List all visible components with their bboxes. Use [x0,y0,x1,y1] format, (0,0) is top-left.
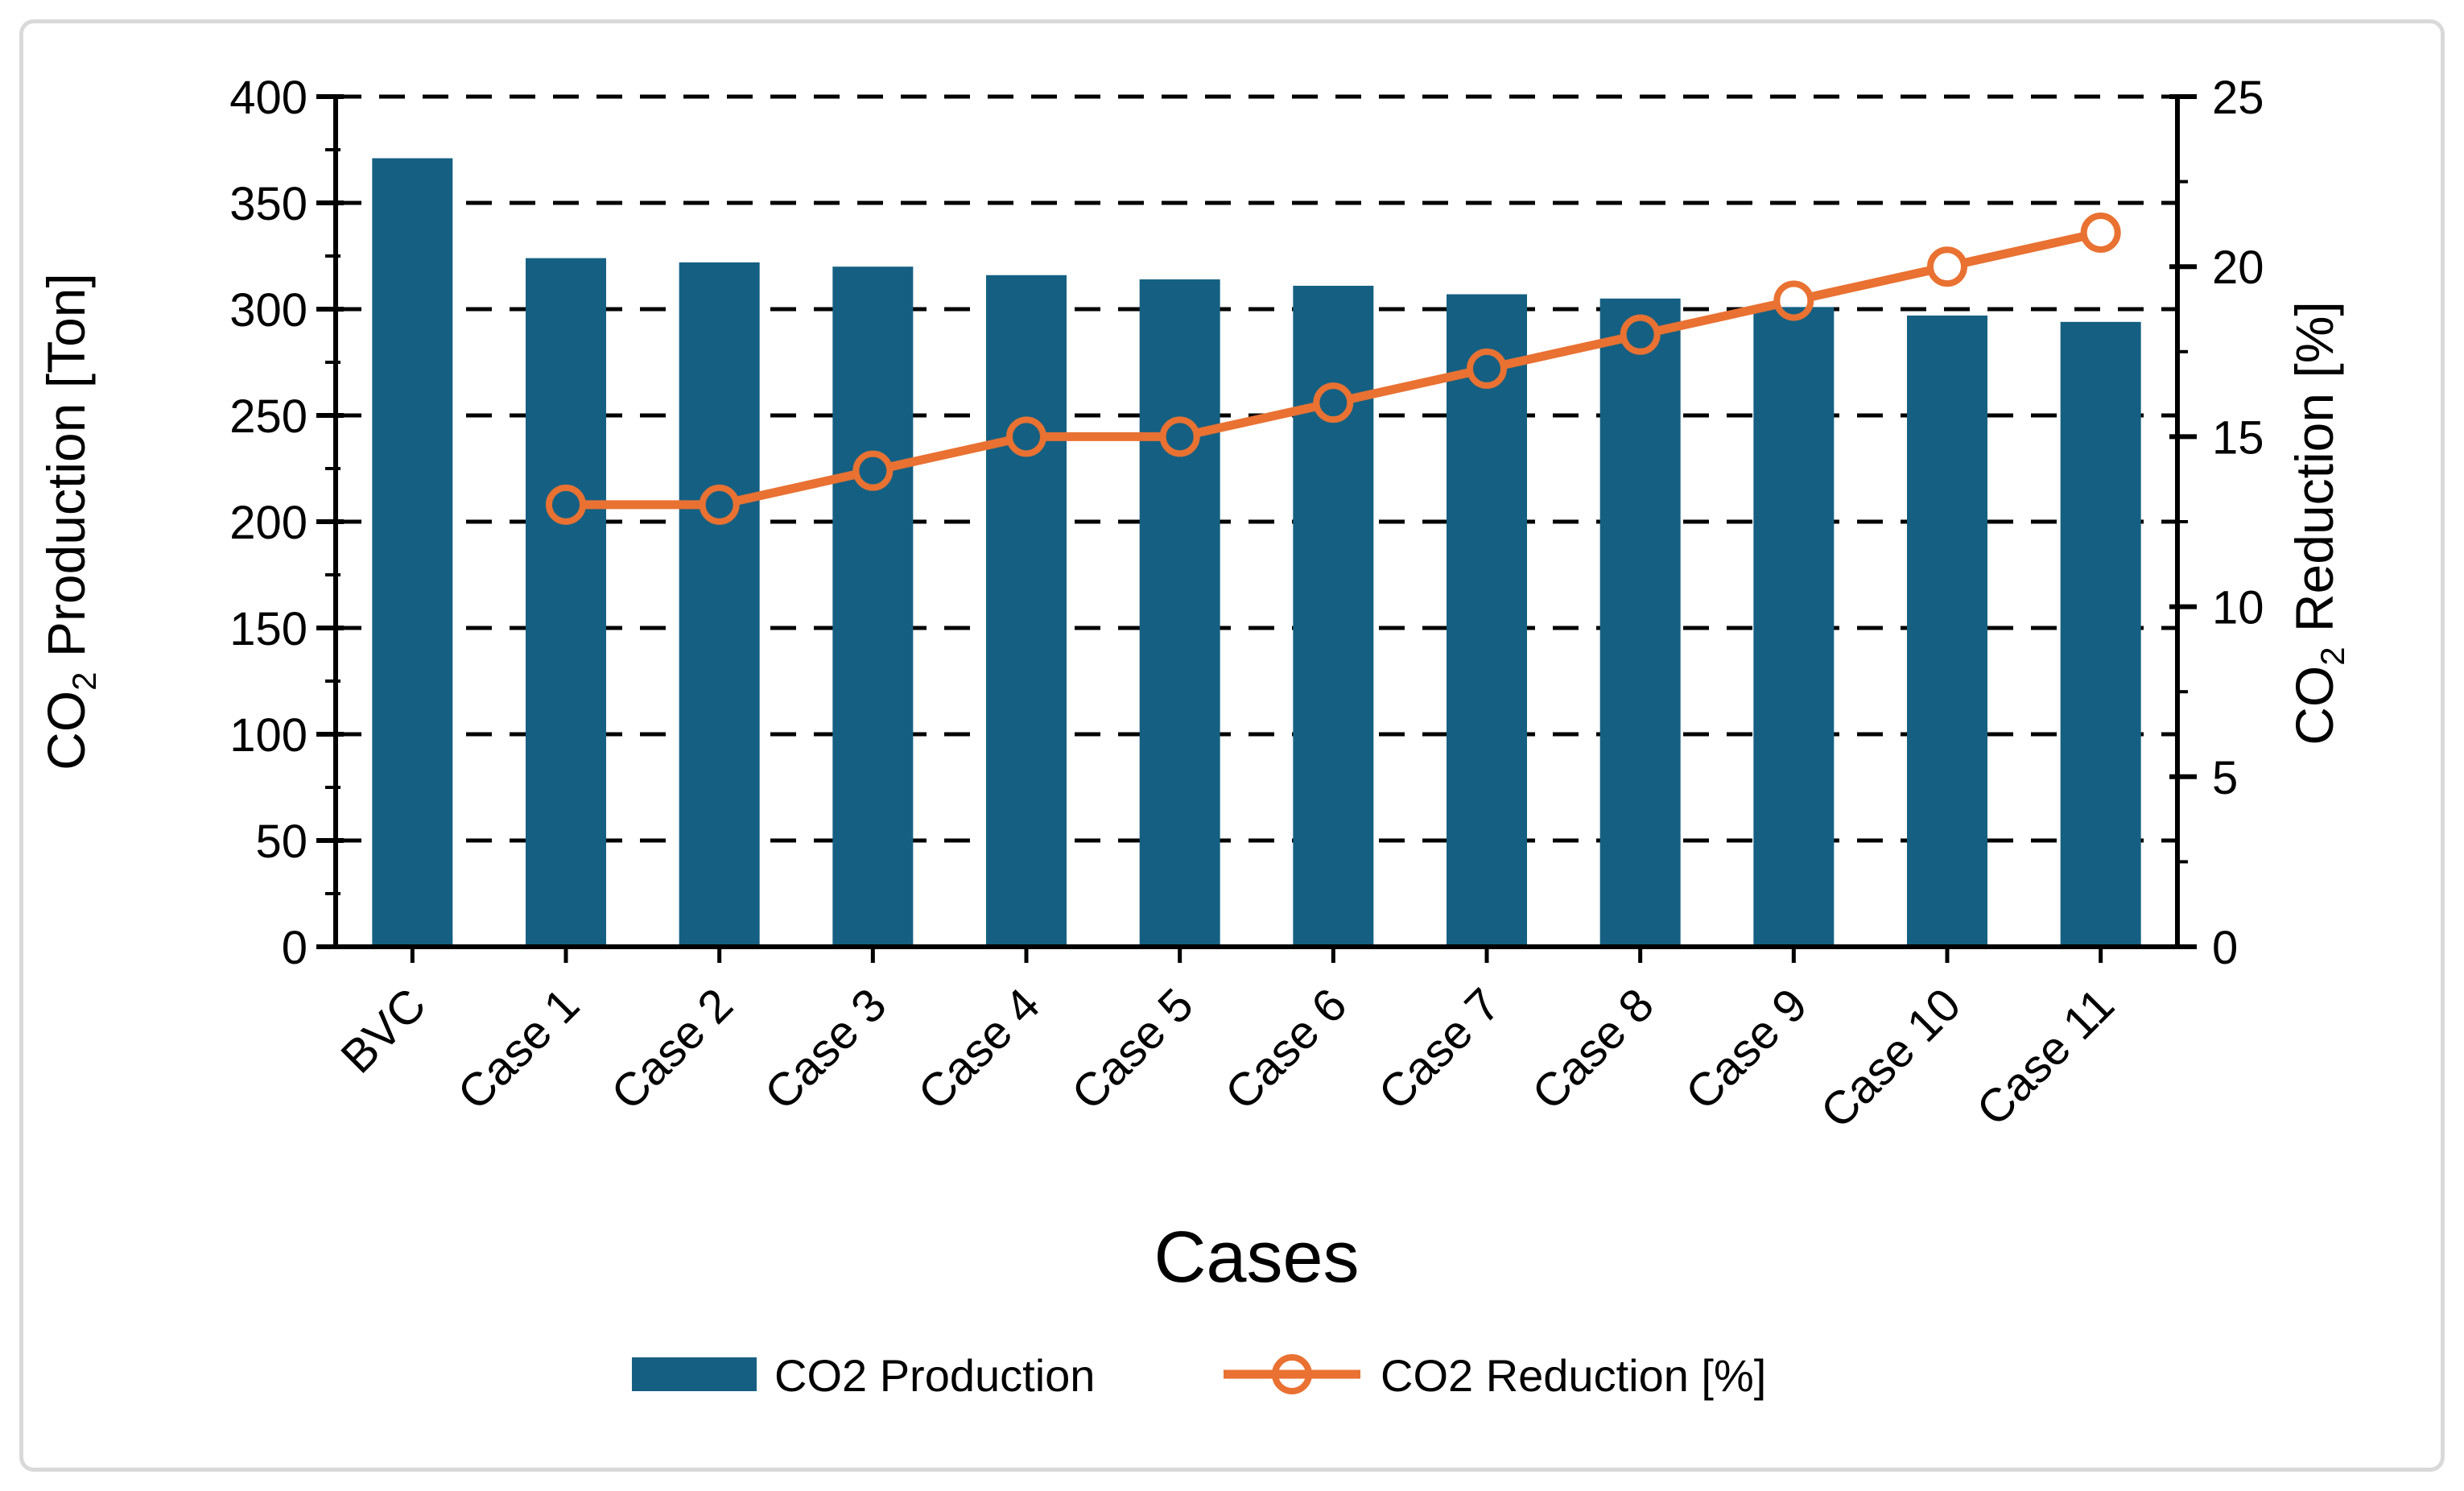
legend: CO2 Production CO2 Reduction [%] [632,1350,1766,1401]
reduction-line-segment [1655,299,1779,336]
left-axis-tick-label: 150 [229,603,307,655]
right-axis-tick-label: 5 [2212,752,2238,804]
legend-bar-label: CO2 Production [774,1350,1095,1401]
right-axis-tick-labels: 0 5 10 15 20 25 [2212,72,2264,974]
reduction-marker [1006,416,1046,457]
x-category-label: Case 6 [1215,978,1357,1120]
reduction-line-segment [734,469,858,506]
reduction-marker [546,484,586,525]
bar-case-9 [1753,307,1835,947]
x-category-label: Case 1 [448,978,589,1120]
x-category-label: BVC [331,978,435,1083]
bar-case-11 [2060,321,2141,948]
bar-case-1 [526,258,606,947]
x-category-label: Case 3 [755,978,897,1120]
right-axis-tick-label: 10 [2212,582,2264,634]
right-axis-tick-label: 20 [2212,242,2264,294]
left-axis-tick-label: 100 [229,709,307,762]
left-axis-tick-label: 400 [229,72,307,124]
bar-case-5 [1139,279,1220,947]
bar-case-8 [1599,298,1681,947]
left-axis-tick-label: 0 [282,922,307,974]
bar-case-7 [1447,294,1527,947]
bar-bvc [372,158,453,947]
production-bars [372,158,2141,948]
x-category-label: Case 9 [1676,978,1818,1120]
left-axis-title: CO2 Production [Ton] [36,273,103,770]
reduction-marker [1773,280,1814,321]
reduction-marker [1927,246,1967,287]
reduction-line-segment [1195,402,1319,438]
axes [316,94,2197,963]
x-category-label: Case 10 [1810,978,1971,1138]
reduction-marker [852,450,894,491]
gridlines [336,94,2177,843]
right-axis-title: CO2 Reduction [%] [2284,301,2351,746]
legend-bar-swatch [632,1357,757,1391]
x-category-label: Case 7 [1368,978,1510,1120]
reduction-marker [699,484,740,525]
left-axis-tick-labels: 0 50 100 150 200 250 300 350 400 [229,72,307,974]
x-category-label: Case 11 [1967,978,2124,1136]
x-category-label: Case 8 [1522,978,1664,1120]
reduction-marker [1620,314,1661,355]
right-axis-tick-label: 15 [2212,411,2264,464]
x-category-label: Case 5 [1062,978,1203,1120]
bar-case-3 [832,266,914,947]
reduction-line-segment [1809,266,1932,302]
reduction-marker [1159,416,1200,457]
left-axis-tick-label: 50 [255,816,307,868]
left-axis-tick-label: 350 [229,178,307,230]
reduction-marker [1313,382,1354,423]
reduction-line-segment [1963,232,2086,268]
x-category-label: Case 4 [908,978,1050,1120]
legend-line-label: CO2 Reduction [%] [1381,1350,1766,1401]
bar-case-2 [679,262,760,947]
left-axis-tick-label: 200 [229,497,307,549]
x-category-label: Case 2 [601,978,743,1120]
x-axis-title: Cases [1154,1217,1359,1298]
left-axis-tick-label: 250 [229,390,307,443]
reduction-line-segment [1348,368,1471,403]
left-axis-tick-label: 300 [229,284,307,337]
reduction-line-segment [888,436,1011,472]
reduction-marker [1467,348,1507,389]
reduction-line-segment [1502,333,1625,370]
reduction-marker [2080,212,2121,253]
bar-case-4 [986,275,1067,947]
reduction-line-series [546,212,2121,525]
right-axis-tick-label: 0 [2212,922,2238,974]
right-axis-tick-label: 25 [2212,72,2264,124]
bar-case-10 [1907,315,1987,947]
legend-marker-icon [1272,1354,1312,1394]
